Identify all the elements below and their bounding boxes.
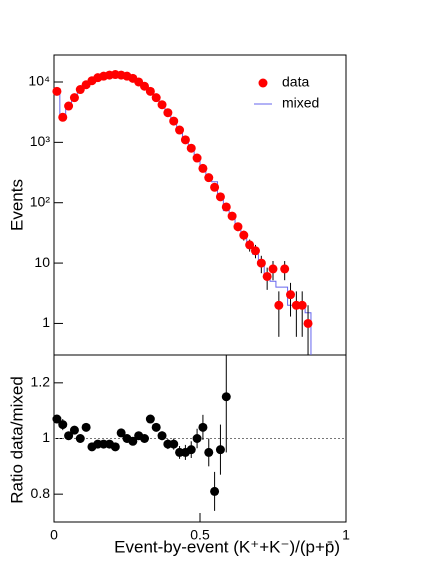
histogram-line [54, 73, 312, 355]
data-point [110, 442, 120, 452]
data-point [262, 271, 272, 281]
legend-label: data [282, 74, 309, 90]
data-point [186, 143, 196, 153]
y-tick-label: 1.2 [31, 374, 51, 390]
data-point [239, 230, 249, 240]
data-point [204, 173, 214, 183]
data-point [151, 93, 161, 103]
data-point [140, 81, 150, 91]
y-tick-label: 1 [42, 314, 50, 330]
data-point [64, 431, 74, 441]
data-point [227, 211, 237, 221]
data-point [215, 192, 225, 202]
data-point [274, 300, 284, 310]
x-tick-label: 0.5 [190, 527, 210, 543]
data-point [280, 264, 290, 274]
data-point [69, 93, 79, 103]
data-point [233, 222, 243, 232]
y-tick-label: 0.8 [31, 485, 51, 501]
data-point [58, 112, 68, 122]
data-point [175, 125, 185, 135]
data-point [52, 414, 62, 424]
data-point [268, 264, 278, 274]
data-point [198, 163, 208, 173]
data-point [192, 153, 202, 163]
data-point [221, 392, 231, 402]
data-point [145, 414, 155, 424]
y-tick-label: 10² [30, 193, 51, 209]
data-point [256, 258, 266, 268]
x-axis-title: Event-by-event (K⁺+K⁻)/(p+p̄) [114, 537, 340, 556]
data-point [52, 86, 62, 96]
data-point [286, 290, 296, 300]
data-point [221, 202, 231, 212]
data-point [215, 445, 225, 455]
y-tick-label: 10 [34, 254, 50, 270]
data-point [69, 425, 79, 435]
y-tick-label: 1 [42, 429, 50, 445]
data-point [151, 422, 161, 432]
legend-label: mixed [282, 95, 319, 111]
data-point [192, 434, 202, 443]
data-point [75, 434, 85, 443]
data-point [64, 101, 74, 111]
data-point [250, 246, 260, 256]
data-point [81, 422, 91, 432]
data-point [198, 422, 208, 432]
x-tick-label: 1 [342, 527, 350, 543]
data-point [157, 431, 167, 441]
x-tick-label: 0 [50, 527, 58, 543]
data-point [303, 318, 313, 328]
data-point [204, 447, 214, 457]
data-point [157, 100, 167, 110]
data-point [210, 486, 220, 496]
data-point [210, 182, 220, 192]
data-point [128, 436, 138, 446]
data-point [116, 428, 126, 438]
data-point [169, 116, 179, 126]
data-point [140, 434, 150, 443]
data-point [145, 86, 155, 96]
data-point [169, 439, 179, 449]
data-point [186, 445, 196, 455]
data-point [297, 300, 307, 310]
y-tick-label: 10³ [30, 133, 51, 149]
data-point [180, 135, 190, 145]
y-axis-title: Events [7, 179, 26, 231]
y-axis-title: Ratio data/mixed [7, 376, 26, 504]
legend-marker [258, 78, 268, 88]
data-point [58, 420, 68, 430]
data-point [245, 240, 255, 250]
data-point [163, 108, 173, 118]
y-tick-label: 10⁴ [28, 73, 50, 89]
